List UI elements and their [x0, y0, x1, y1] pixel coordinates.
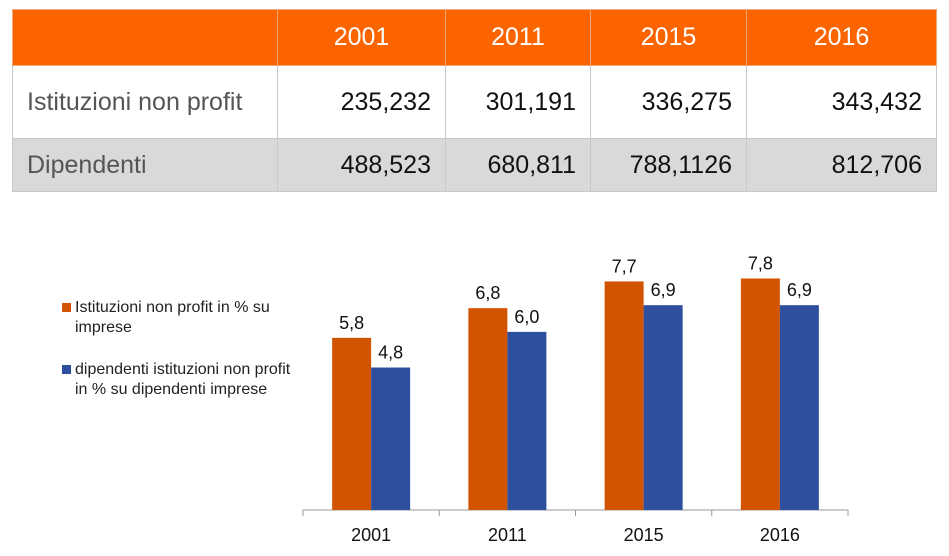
- x-tick-label: 2015: [624, 525, 664, 545]
- chart-legend: Istituzioni non profit in % su imprese d…: [62, 298, 307, 422]
- table-cell: 343,432: [746, 65, 937, 139]
- data-label: 4,8: [378, 343, 403, 363]
- bar-istituzioni: [740, 278, 780, 510]
- data-label: 7,8: [748, 253, 773, 273]
- data-label: 6,8: [475, 283, 500, 303]
- table-header-cell: 2001: [277, 9, 446, 66]
- data-label: 6,9: [787, 280, 812, 300]
- data-label: 6,0: [514, 307, 539, 327]
- bar-istituzioni: [468, 308, 508, 510]
- table-row: Istituzioni non profit 235,232 301,191 3…: [12, 65, 937, 139]
- legend-swatch: [62, 365, 71, 374]
- table-header-cell: [12, 9, 278, 66]
- table-cell: 301,191: [445, 65, 591, 139]
- table-row: Dipendenti 488,523 680,811 788,1126 812,…: [12, 138, 937, 192]
- legend-item: dipendenti istituzioni non profit in % s…: [62, 360, 307, 400]
- legend-label: Istituzioni non profit in % su imprese: [75, 299, 270, 336]
- bar-dipendenti: [779, 305, 819, 510]
- table-cell: 788,1126: [590, 138, 747, 192]
- legend-swatch: [62, 303, 71, 312]
- data-label: 6,9: [651, 280, 676, 300]
- data-label: 5,8: [339, 313, 364, 333]
- table-cell: 488,523: [277, 138, 446, 192]
- bar-dipendenti: [643, 305, 683, 510]
- table-cell: 336,275: [590, 65, 747, 139]
- bar-istituzioni: [604, 281, 644, 510]
- table-header-cell: 2011: [445, 9, 591, 66]
- legend-item: Istituzioni non profit in % su imprese: [62, 298, 307, 338]
- table-cell: 812,706: [746, 138, 937, 192]
- x-tick-label: 2016: [760, 525, 800, 545]
- table-cell: 235,232: [277, 65, 446, 139]
- legend-label: dipendenti istituzioni non profit in % s…: [75, 361, 291, 398]
- row-label: Dipendenti: [12, 138, 278, 192]
- bar-dipendenti: [371, 367, 411, 510]
- x-tick-label: 2001: [351, 525, 391, 545]
- x-tick-label: 2011: [488, 525, 527, 545]
- bar-istituzioni: [332, 337, 372, 510]
- bar-dipendenti: [507, 331, 547, 510]
- data-table: 2001 2011 2015 2016 Istituzioni non prof…: [12, 9, 937, 192]
- row-label: Istituzioni non profit: [12, 65, 278, 139]
- table-cell: 680,811: [445, 138, 591, 192]
- data-label: 7,7: [612, 256, 637, 276]
